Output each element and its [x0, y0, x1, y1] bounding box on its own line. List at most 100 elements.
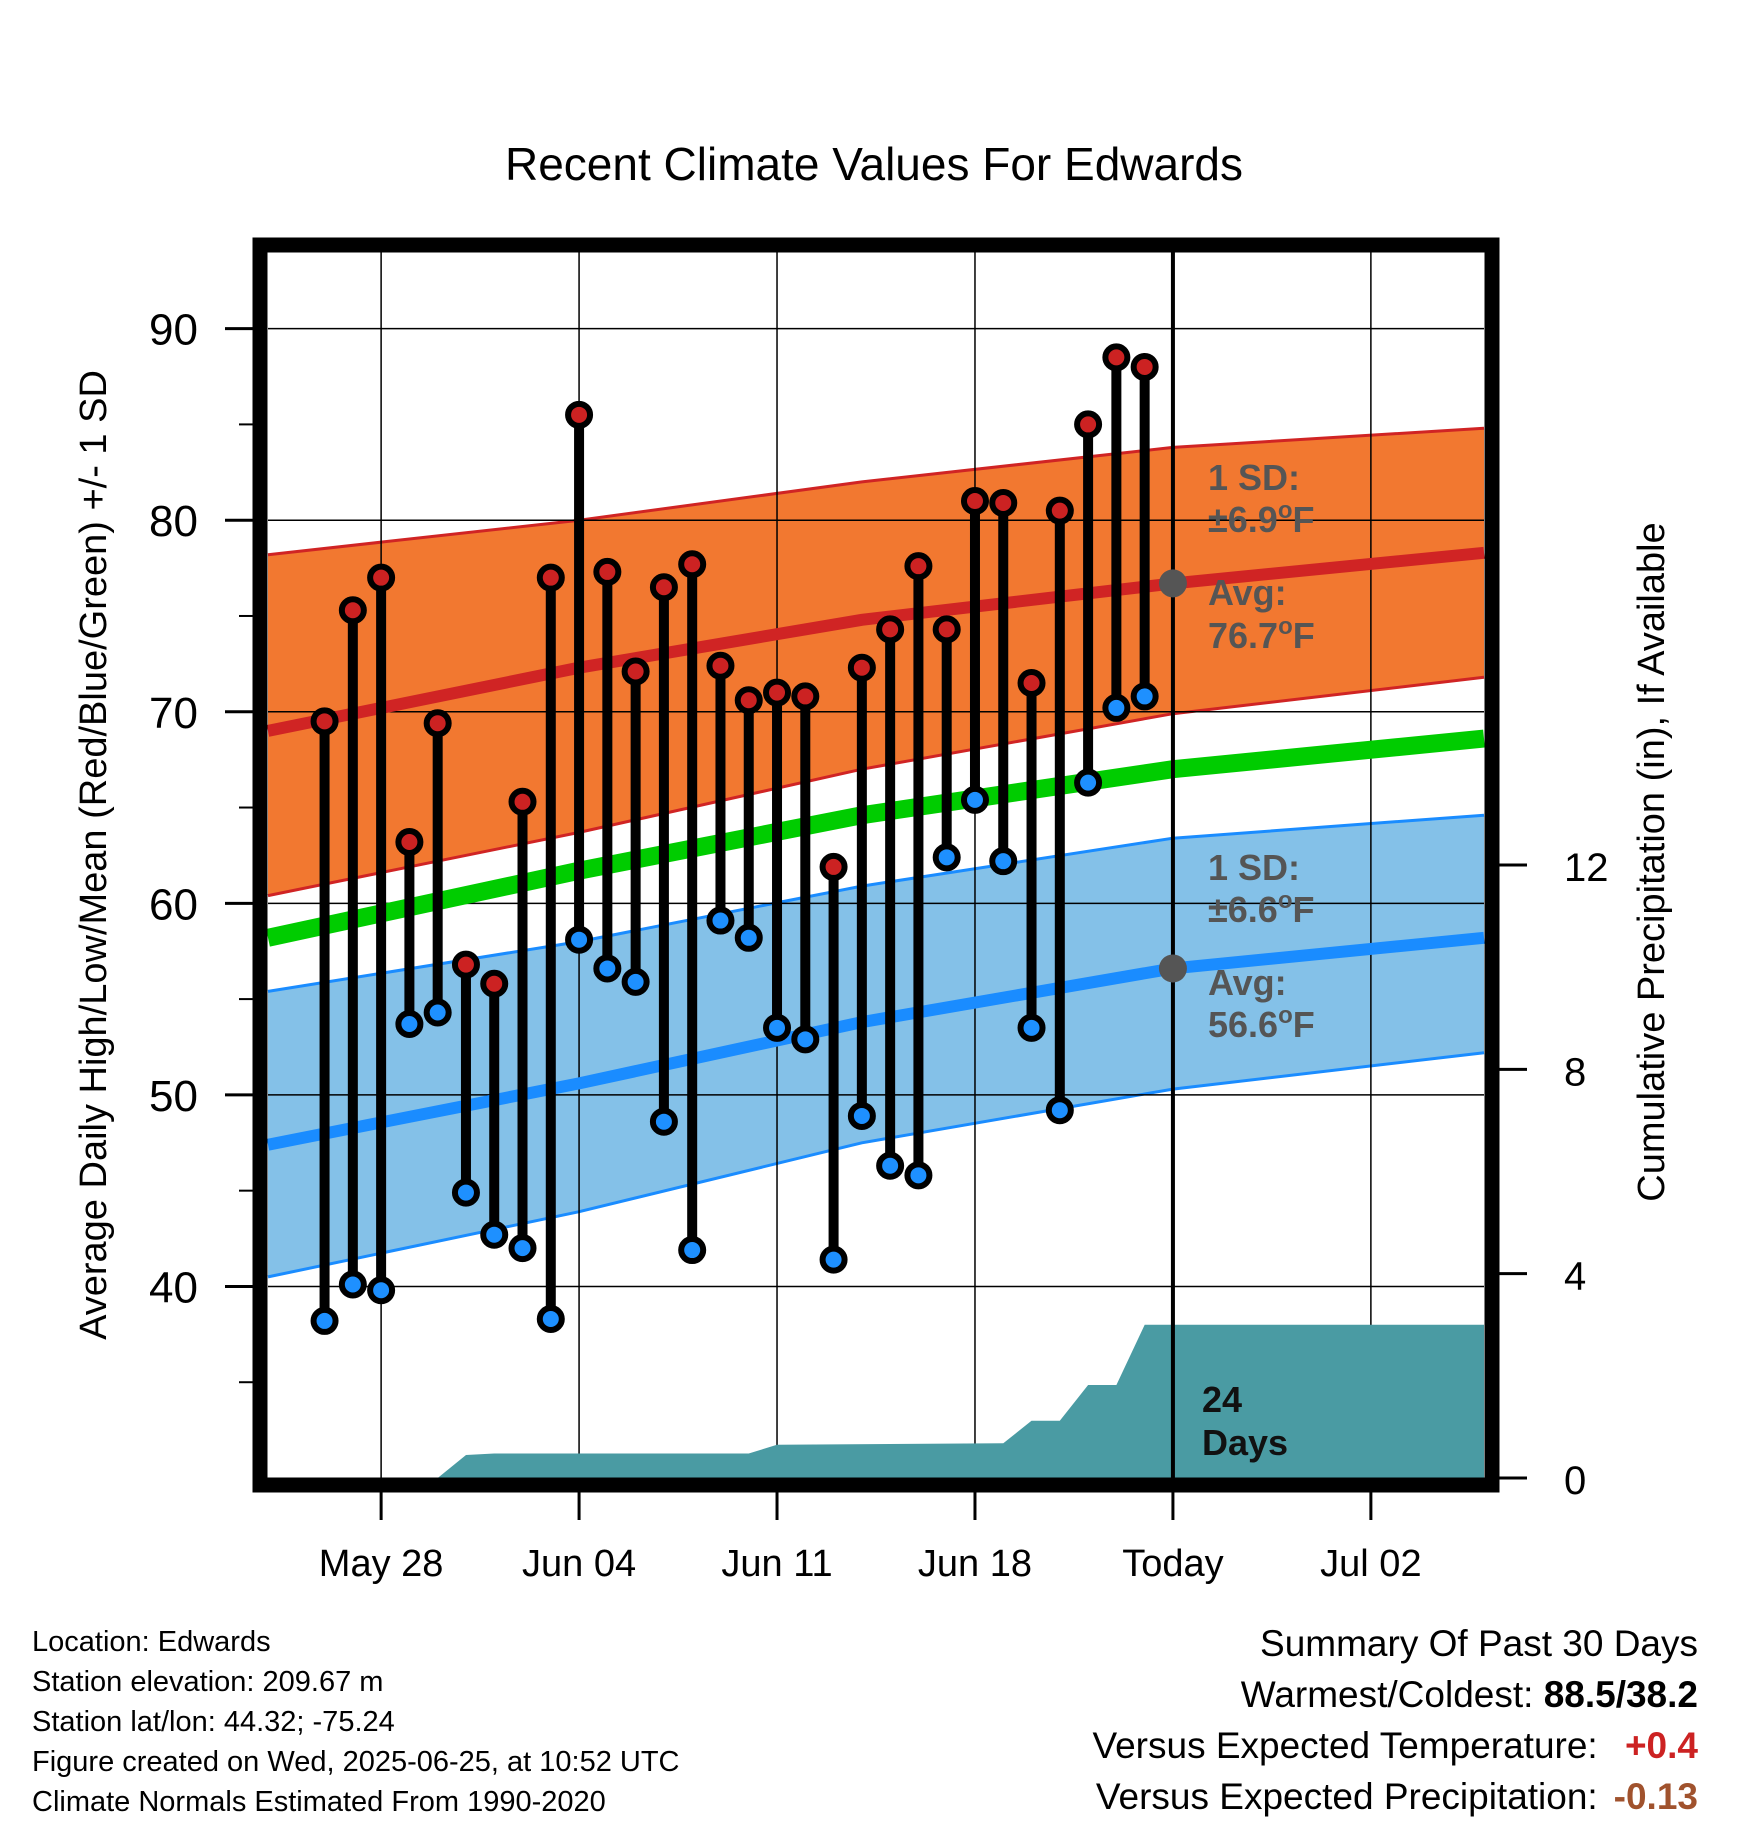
daily-high-point	[423, 709, 452, 738]
high-avg-value: 76.7oF	[1208, 613, 1315, 656]
high-upper-line	[267, 426, 1485, 557]
daily-low-point	[565, 925, 594, 954]
x-tick-label: Jun 11	[721, 1543, 832, 1585]
daily-low-point	[904, 1161, 933, 1190]
daily-high-point	[480, 969, 509, 998]
x-tick-label: Jun 18	[918, 1543, 1032, 1585]
daily-low-point	[1130, 682, 1159, 711]
high-avg-marker	[1158, 569, 1187, 598]
elevation-text: Station elevation: 209.67 m	[32, 1666, 384, 1698]
daily-low-point	[706, 906, 735, 935]
daily-low-point	[763, 1013, 792, 1042]
daily-high-point	[734, 686, 763, 715]
precip-label: Versus Expected Precipitation:	[1095, 1776, 1598, 1817]
daily-low-point	[678, 1236, 707, 1265]
precip-row: Versus Expected Precipitation: -0.13	[1092, 1771, 1698, 1822]
warm-cold-value: 88.5/38.2	[1543, 1674, 1698, 1715]
y-tick-label-left: 40	[149, 1263, 198, 1312]
daily-low-point	[1045, 1096, 1074, 1125]
low-avg-value: 56.6oF	[1208, 1002, 1315, 1045]
daily-high-point	[1074, 410, 1103, 439]
days-count: 24	[1202, 1379, 1242, 1420]
warm-cold-label: Warmest/Coldest:	[1240, 1674, 1534, 1715]
daily-high-point	[395, 828, 424, 857]
x-tick-label: Jun 04	[522, 1543, 636, 1585]
daily-high-point	[565, 400, 594, 429]
daily-high-point	[876, 615, 905, 644]
daily-low-point	[932, 843, 961, 872]
low-avg-label: Avg:	[1208, 962, 1287, 1003]
temp-value: +0.4	[1624, 1725, 1698, 1766]
temp-row: Versus Expected Temperature: +0.4	[1092, 1720, 1698, 1771]
temp-label: Versus Expected Temperature:	[1092, 1725, 1598, 1766]
daily-high-point	[932, 615, 961, 644]
chart-title: Recent Climate Values For Edwards	[505, 138, 1243, 190]
daily-low-point	[960, 785, 989, 814]
low-sd-label: 1 SD:	[1208, 847, 1300, 888]
daily-high-point	[1017, 669, 1046, 698]
daily-high-point	[593, 557, 622, 586]
location-text: Location: Edwards	[32, 1626, 271, 1658]
x-tick-label: Today	[1122, 1543, 1223, 1585]
daily-low-point	[451, 1178, 480, 1207]
daily-low-point	[876, 1151, 905, 1180]
daily-high-point	[763, 678, 792, 707]
daily-low-point	[338, 1270, 367, 1299]
daily-low-point	[621, 967, 650, 996]
y-tick-label-left: 70	[149, 689, 198, 738]
y-tick-label-right: 4	[1564, 1255, 1586, 1299]
high-sd-label: 1 SD:	[1208, 457, 1300, 498]
daily-high-point	[678, 550, 707, 579]
daily-high-point	[1102, 343, 1131, 372]
daily-low-point	[649, 1107, 678, 1136]
daily-low-point	[536, 1305, 565, 1334]
normals-text: Climate Normals Estimated From 1990-2020	[32, 1786, 606, 1818]
low-sd-band	[268, 815, 1484, 1277]
low-lower-line	[267, 1051, 1485, 1279]
station-info: Location: Edwards Station elevation: 209…	[32, 1622, 680, 1822]
precip-area	[268, 1324, 1484, 1478]
high-sd-band	[268, 428, 1484, 896]
daily-high-point	[649, 573, 678, 602]
y-tick-label-left: 60	[149, 880, 198, 929]
daily-low-point	[593, 954, 622, 983]
daily-low-point	[1017, 1013, 1046, 1042]
plot-frame	[252, 237, 1500, 1493]
daily-high-point	[791, 682, 820, 711]
y-tick-label-right: 8	[1564, 1050, 1586, 1094]
daily-high-point	[367, 563, 396, 592]
y-tick-label-left: 50	[149, 1072, 198, 1121]
daily-low-point	[310, 1306, 339, 1335]
high-avg-label: Avg:	[1208, 572, 1287, 613]
high-sd-value: ±6.9oF	[1208, 497, 1314, 540]
daily-low-point	[734, 923, 763, 952]
daily-low-point	[819, 1245, 848, 1274]
high-normal-line	[266, 546, 1485, 737]
low-avg-marker	[1158, 954, 1187, 983]
daily-high-point	[960, 487, 989, 516]
daily-low-point	[367, 1276, 396, 1305]
daily-low-point	[480, 1220, 509, 1249]
y-tick-label-left: 90	[149, 306, 198, 355]
daily-low-point	[508, 1234, 537, 1263]
y-axis-label-left: Average Daily High/Low/Mean (Red/Blue/Gr…	[73, 370, 115, 1340]
y-tick-label-left: 80	[149, 497, 198, 546]
precip-value: -0.13	[1613, 1776, 1698, 1817]
daily-high-point	[621, 657, 650, 686]
daily-low-point	[423, 998, 452, 1027]
daily-low-point	[791, 1025, 820, 1054]
daily-low-point	[989, 847, 1018, 876]
summary-title: Summary Of Past 30 Days	[1260, 1623, 1698, 1664]
daily-low-point	[847, 1101, 876, 1130]
x-tick-label: Jul 02	[1320, 1543, 1421, 1585]
y-tick-label-right: 0	[1564, 1459, 1586, 1503]
daily-high-point	[338, 596, 367, 625]
daily-high-point	[819, 852, 848, 881]
low-sd-value: ±6.6oF	[1208, 887, 1314, 930]
x-tick-label: May 28	[319, 1543, 444, 1585]
x-axis-label: Day	[840, 1605, 908, 1610]
daily-low-point	[1074, 768, 1103, 797]
daily-high-point	[706, 651, 735, 680]
latlon-text: Station lat/lon: 44.32; -75.24	[32, 1706, 395, 1738]
